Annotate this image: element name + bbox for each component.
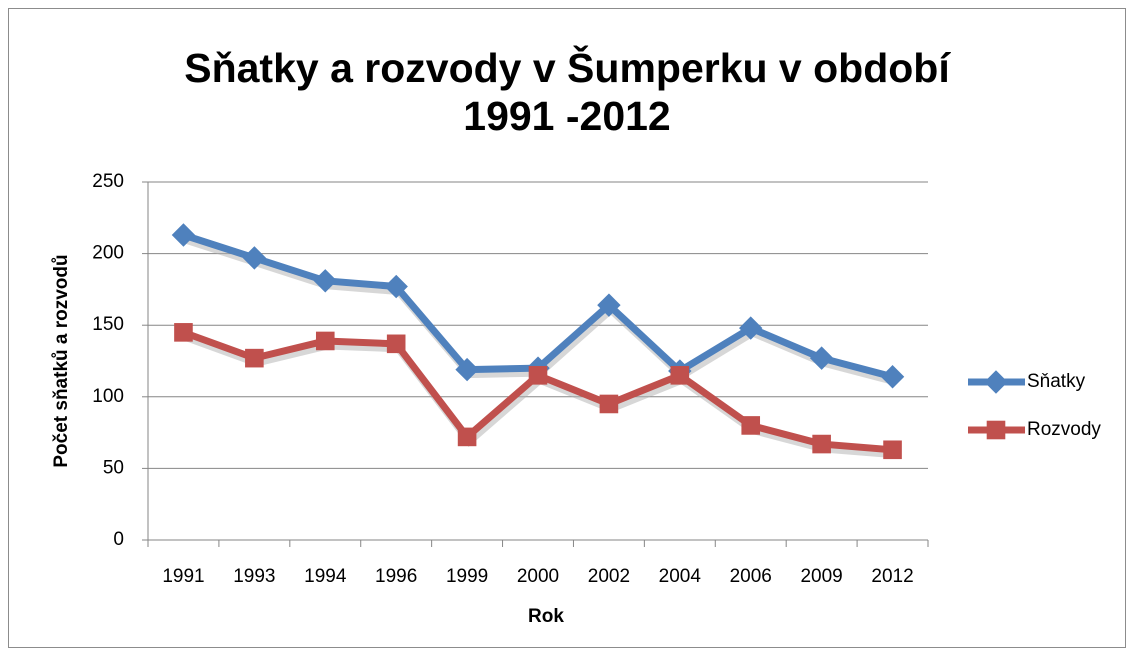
- chart-title: Sňatky a rozvody v Šumperku v období 199…: [184, 45, 950, 139]
- point: [741, 416, 761, 435]
- chart-border: [8, 8, 1126, 648]
- y-tick-label: 50: [103, 457, 124, 478]
- point: [174, 323, 193, 342]
- point: [455, 357, 479, 382]
- x-tick-label: 1993: [233, 566, 275, 587]
- point: [809, 346, 834, 370]
- x-tick-label: 2009: [800, 566, 842, 587]
- point: [315, 331, 335, 351]
- y-axis-label: Počet sňatků a rozvodů: [51, 254, 72, 467]
- point: [171, 223, 196, 247]
- x-tick-label: 2000: [517, 566, 559, 587]
- point: [739, 316, 763, 340]
- x-tick-label: 2004: [659, 566, 702, 587]
- point: [245, 348, 264, 368]
- y-tick-label: 150: [92, 314, 124, 335]
- x-tick-label: 2002: [588, 566, 630, 587]
- point: [599, 394, 619, 414]
- x-tick-label: 2006: [730, 566, 772, 587]
- x-axis-label: Rok: [528, 606, 564, 627]
- y-tick-label: 100: [92, 386, 124, 407]
- legend-marker: [984, 370, 1008, 394]
- point: [528, 366, 548, 385]
- y-tick-label: 250: [92, 171, 124, 192]
- x-tick-label: 1996: [375, 566, 417, 587]
- point: [384, 274, 408, 299]
- point: [386, 334, 406, 354]
- point: [457, 427, 477, 447]
- point: [242, 246, 267, 270]
- y-tick-label: 200: [92, 243, 124, 264]
- x-tick-label: 1999: [446, 566, 488, 587]
- point: [812, 434, 831, 454]
- legend-label: Rozvody: [1027, 419, 1101, 440]
- point: [670, 366, 690, 385]
- x-tick-label: 1991: [162, 566, 204, 587]
- legend-label: Sňatky: [1027, 371, 1086, 392]
- x-tick-label: 2012: [871, 566, 913, 587]
- y-tick-label: 0: [113, 529, 124, 550]
- legend-marker: [986, 420, 1006, 440]
- point: [597, 293, 621, 317]
- point: [880, 365, 905, 389]
- point: [883, 440, 902, 460]
- x-tick-label: 1994: [304, 566, 347, 587]
- point: [313, 269, 337, 293]
